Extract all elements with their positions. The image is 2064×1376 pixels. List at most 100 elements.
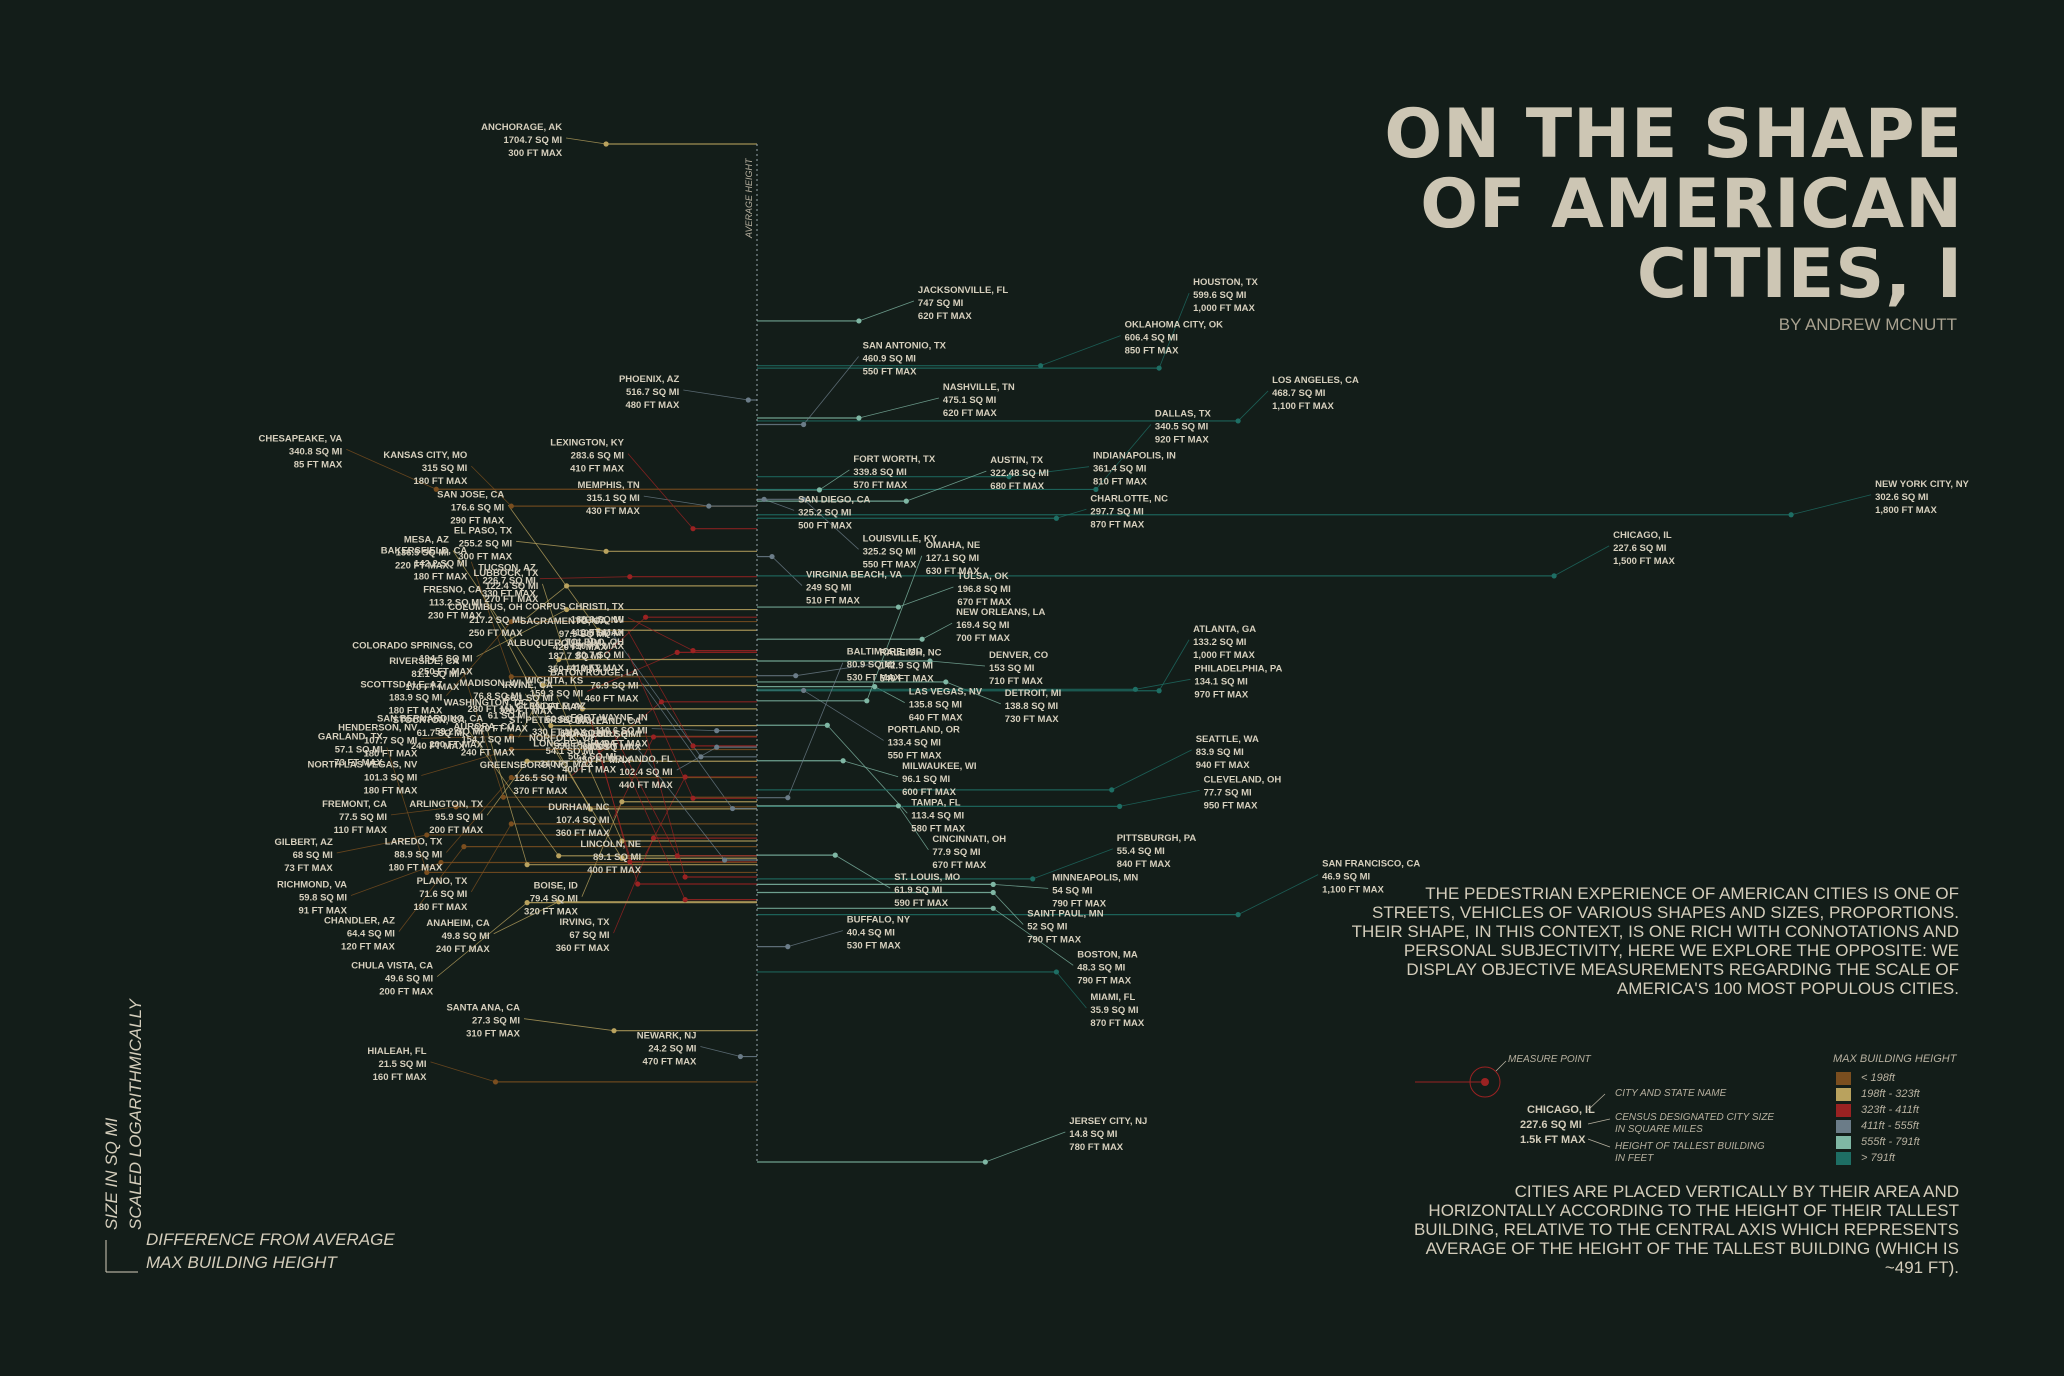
city-name-label: CHESAPEAKE, VA (258, 433, 342, 444)
city-point (540, 682, 546, 689)
city-height-label: 390 FT MAX (529, 701, 584, 712)
city-name-label: LAS VEGAS, NV (909, 687, 983, 698)
city-point (785, 944, 791, 950)
city-height-label: 1,000 FT MAX (1193, 650, 1255, 661)
label-leader (446, 777, 512, 853)
city-name-label: RALEIGH, NC (880, 648, 942, 659)
city-area-label: 97.9 SQ MI (559, 629, 607, 640)
city-name-label: SAINT PAUL, MN (1027, 908, 1103, 919)
city-area-label: 77.9 SQ MI (932, 847, 980, 858)
city-name-label: IRVINE, CA (502, 680, 553, 691)
city-point (524, 758, 530, 764)
label-leader (1008, 466, 1090, 478)
label-leader (992, 892, 1024, 925)
city-point (990, 881, 996, 887)
city-area-label: 133.2 SQ MI (1193, 637, 1246, 648)
city-point (500, 794, 507, 800)
city-point (1093, 486, 1099, 493)
intro-paragraph: THE PEDESTRIAN EXPERIENCE OF AMERICAN CI… (1351, 884, 1959, 998)
city-height-label: 670 FT MAX (932, 860, 987, 871)
city-height-label: 500 FT MAX (798, 520, 853, 531)
city-point (674, 649, 680, 655)
city-area-label: 113.4 SQ MI (911, 810, 964, 821)
label-leader (556, 695, 623, 842)
city-area-label: 475.1 SQ MI (943, 395, 996, 406)
label-leader (795, 663, 876, 677)
city-area-label: 83.9 SQ MI (1196, 747, 1244, 758)
city-area-label: 134.1 SQ MI (1194, 676, 1247, 687)
city-height-label: 790 FT MAX (1077, 975, 1132, 986)
city-height-label: 340 FT MAX (540, 759, 595, 770)
label-leader (866, 555, 923, 701)
city-area-label: 126.5 SQ MI (514, 773, 567, 784)
legend-item: > 791ft (1836, 1151, 1895, 1165)
label-leader (587, 652, 678, 692)
city-name-label: KANSAS CITY, MO (383, 450, 467, 461)
city-area-label: 54.1 SQ MI (546, 746, 594, 757)
city-point (424, 832, 430, 838)
city-area-label: 101.3 SQ MI (364, 772, 417, 783)
city-area-label: 96.1 SQ MI (902, 774, 950, 785)
city-height-label: 1,000 FT MAX (1193, 303, 1255, 314)
city-point (579, 706, 586, 712)
city-area-label: 107.7 SQ MI (364, 735, 417, 746)
city-name-label: FREMONT, CA (322, 799, 387, 810)
city-height-label: 790 FT MAX (1052, 898, 1107, 909)
city-name-label: SACRAMENTO, CA (520, 616, 607, 627)
city-area-label: 339.8 SQ MI (853, 467, 906, 478)
city-area-label: 59.2 SQ MI (435, 727, 483, 738)
city-point (682, 897, 688, 903)
city-name-label: SAN BERNARDINO, CA (377, 714, 483, 725)
city-area-label: 325.2 SQ MI (863, 546, 916, 557)
city-height-label: 450 FT MAX (577, 755, 632, 766)
city-point (729, 805, 736, 812)
page-title: ON THE SHAPE OF AMERICAN CITIES, I (1384, 95, 1963, 314)
city-point (627, 859, 633, 865)
city-point (619, 855, 625, 861)
key-leader-area (1587, 1118, 1611, 1125)
label-leader (619, 754, 686, 900)
label-leader (1237, 874, 1319, 915)
city-area-label: 89.1 SQ MI (593, 852, 641, 863)
city-area-label: 61.9 SQ MI (894, 885, 942, 896)
city-height-label: 360 FT MAX (556, 943, 611, 954)
city-point (690, 743, 696, 749)
city-name-label: ARLINGTON, TX (409, 799, 483, 810)
city-name-label: PORTLAND, OR (888, 724, 960, 735)
city-name-label: CHANDLER, AZ (324, 916, 395, 927)
city-height-label: 370 FT MAX (514, 786, 569, 797)
city-height-label: 250 FT MAX (419, 667, 474, 678)
city-height-label: 230 FT MAX (428, 611, 483, 622)
label-leader (787, 930, 843, 948)
city-area-label: 49.6 SQ MI (385, 974, 433, 985)
city-point (864, 698, 870, 704)
city-name-label: MINNEAPOLIS, MN (1052, 872, 1138, 883)
key-area-label-2: IN SQUARE MILES (1615, 1124, 1703, 1135)
city-name-label: SAN DIEGO, CA (798, 494, 870, 505)
label-leader (858, 397, 940, 419)
city-point (508, 618, 514, 625)
measure-point-label: MEASURE POINT (1508, 1054, 1591, 1065)
city-height-label: 400 FT MAX (587, 865, 642, 876)
city-name-label: OMAHA, NE (926, 540, 980, 551)
city-point (1117, 803, 1123, 809)
city-area-label: 747 SQ MI (918, 298, 963, 309)
label-leader (486, 760, 528, 816)
city-point (564, 606, 570, 613)
label-leader (898, 586, 954, 608)
label-leader (929, 660, 986, 667)
city-point (698, 754, 704, 760)
key-example: CHICAGO, IL 227.6 SQ MI 1.5k FT MAX (1520, 1103, 1595, 1148)
city-name-label: NEW YORK CITY, NY (1875, 479, 1969, 490)
city-name-label: ST. PETERSBURG, FL (509, 715, 608, 726)
label-leader (898, 805, 929, 851)
city-point (816, 487, 823, 493)
label-leader (1095, 424, 1152, 490)
city-area-label: 127.1 SQ MI (926, 553, 979, 564)
city-name-label: ALBUQUERQUE, NM (507, 638, 602, 649)
city-name-label: PITTSBURGH, PA (1117, 833, 1197, 844)
city-point (919, 636, 925, 642)
city-height-label: 630 FT MAX (926, 566, 981, 577)
city-point (1156, 688, 1162, 694)
city-height-label: 850 FT MAX (1125, 346, 1180, 357)
